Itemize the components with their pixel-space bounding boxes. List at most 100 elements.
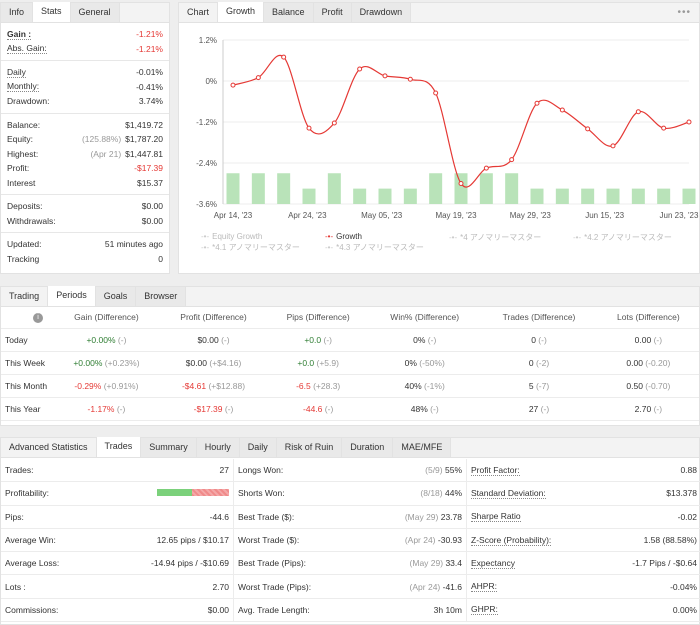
stat-label: Abs. Gain:	[7, 43, 47, 55]
x-tick-label: May 29, '23	[510, 211, 552, 220]
period-diff: (-)	[324, 403, 334, 414]
period-value: -44.6	[303, 403, 323, 414]
advanced-sub: (Apr 24)	[409, 581, 443, 592]
advanced-label[interactable]: Profit Factor:	[471, 464, 520, 476]
equity-bar	[479, 173, 493, 204]
tab-duration[interactable]: Duration	[342, 438, 394, 457]
growth-point	[534, 100, 540, 106]
advanced-label[interactable]: Expectancy	[471, 557, 515, 569]
column-header-win-difference: Win% (Difference)	[369, 307, 481, 329]
period-cell: 40% (-1%)	[369, 374, 481, 398]
growth-point	[458, 181, 464, 186]
period-cell: +0.0 (+5.9)	[267, 351, 370, 375]
stat-label: Balance:	[7, 119, 41, 130]
advanced-value: 33.4	[445, 558, 462, 569]
advanced-cell-lots: Lots : 2.70	[1, 575, 234, 598]
tab-risk-of-ruin[interactable]: Risk of Ruin	[276, 438, 343, 457]
advanced-label: Average Loss:	[5, 558, 60, 569]
tab-browser[interactable]: Browser	[136, 287, 187, 306]
stat-value-wrap: -1.21%	[136, 29, 163, 39]
tab-daily[interactable]: Daily	[239, 438, 277, 457]
period-diff: (-)	[224, 403, 234, 414]
stat-sub: (Apr 21)	[90, 148, 122, 159]
legend-item-2[interactable]: -•- *4 アノマリーマスター	[449, 232, 541, 243]
equity-bar	[327, 173, 341, 204]
equity-bar	[302, 188, 316, 204]
advanced-label: Best Trade (Pips):	[238, 558, 307, 569]
tab-stats[interactable]: Stats	[33, 2, 71, 22]
tab-profit[interactable]: Profit	[313, 3, 352, 22]
advanced-label[interactable]: Z-Score (Probability):	[471, 534, 552, 546]
growth-line	[232, 54, 690, 188]
equity-bar	[530, 188, 544, 204]
advanced-cell-expectancy: Expectancy -1.7 Pips / -$0.64	[467, 552, 700, 574]
stat-row-withdrawals: Withdrawals: $0.00	[1, 214, 169, 229]
panel-title-chart: Chart	[179, 3, 219, 22]
growth-point	[585, 126, 591, 132]
advanced-cell-pips: Pips: -44.6	[1, 505, 234, 528]
stat-row-monthly: Monthly: -0.41%	[1, 80, 169, 95]
stat-value-wrap: $0.00	[142, 201, 163, 211]
equity-bar	[555, 188, 569, 204]
period-value: 0.50	[626, 380, 643, 391]
stat-value: $1,447.81	[125, 148, 163, 159]
legend-label: Growth	[336, 232, 362, 241]
advanced-label: Commissions:	[5, 604, 59, 615]
period-value: 0	[528, 357, 534, 368]
x-tick-label: Jun 23, '23	[660, 211, 699, 220]
legend-item-3[interactable]: -•- *4.2 アノマリーマスター	[573, 232, 672, 243]
advanced-value-wrap: (Apr 24) -30.93	[405, 535, 462, 545]
stat-value-wrap: (125.88%) $1,787.20	[82, 134, 163, 144]
tab-info[interactable]: Info	[1, 3, 34, 22]
legend-item-5[interactable]: -•- *4.3 アノマリーマスター	[325, 242, 424, 253]
info-icon[interactable]: i	[33, 313, 43, 324]
advanced-sub: (May 29)	[409, 558, 446, 569]
more-dots-icon[interactable]: •••	[677, 7, 691, 18]
legend-item-0[interactable]: -•- Equity Growth	[201, 232, 262, 241]
legend-item-4[interactable]: -•- *4.1 アノマリーマスター	[201, 242, 300, 253]
stat-label: Equity:	[7, 134, 33, 145]
stat-row-daily: Daily -0.01%	[1, 65, 169, 80]
stat-label: Profit:	[7, 163, 30, 174]
profitability-won	[157, 489, 192, 497]
stat-value: -0.41%	[136, 81, 163, 92]
stat-value: $0.00	[141, 215, 163, 226]
period-value: 0	[531, 334, 536, 345]
period-cell: 48% (-)	[369, 397, 481, 421]
tab-summary[interactable]: Summary	[141, 438, 197, 457]
advanced-label[interactable]: AHPR:	[471, 581, 497, 593]
chart-panel: Chart Growth Balance Profit Drawdown ••• 1.2…	[178, 2, 700, 274]
advanced-value-wrap: 12.65 pips / $10.17	[157, 535, 229, 545]
period-diff: (-)	[117, 334, 127, 345]
tab-periods[interactable]: Periods	[48, 286, 96, 306]
tab-hourly[interactable]: Hourly	[196, 438, 240, 457]
advanced-row: Pips: -44.6 Best Trade ($): (May 29) 23.78 S…	[1, 505, 700, 529]
advanced-value-wrap: (8/18) 44%	[420, 488, 462, 498]
advanced-row: Average Win: 12.65 pips / $10.17 Worst Tra…	[1, 528, 700, 553]
tab-mae-mfe[interactable]: MAE/MFE	[393, 438, 452, 457]
advanced-cell-worst-trade-pips: Worst Trade (Pips): (Apr 24) -41.6	[234, 575, 467, 598]
advanced-label[interactable]: Standard Deviation:	[471, 487, 546, 499]
period-diff: (-50%)	[419, 357, 445, 368]
period-diff: (+0.23%)	[104, 357, 140, 368]
tab-balance[interactable]: Balance	[264, 3, 314, 22]
tab-trades[interactable]: Trades	[96, 437, 142, 457]
info-icon-cell: i	[1, 307, 53, 329]
advanced-label[interactable]: GHPR:	[471, 604, 498, 616]
stat-row-profit: Profit: -$17.39	[1, 161, 169, 176]
advanced-label: Lots :	[5, 581, 26, 592]
period-diff: (+$12.88)	[208, 380, 246, 391]
tab-general[interactable]: General	[70, 3, 120, 22]
tab-drawdown[interactable]: Drawdown	[351, 3, 412, 22]
tab-goals[interactable]: Goals	[95, 287, 137, 306]
tab-growth[interactable]: Growth	[218, 2, 265, 22]
advanced-value-wrap: (May 29) 23.78	[405, 512, 462, 522]
stat-label: Deposits:	[7, 201, 43, 212]
advanced-sub: (May 29)	[404, 511, 441, 522]
advanced-value-wrap: -0.02	[678, 512, 697, 522]
legend-item-1[interactable]: -•- Growth	[325, 232, 362, 241]
advanced-label[interactable]: Sharpe Ratio	[471, 511, 521, 523]
period-diff: (+28.3)	[313, 380, 341, 391]
advanced-label: Shorts Won:	[238, 488, 285, 499]
period-diff: (-0.70)	[645, 380, 671, 391]
